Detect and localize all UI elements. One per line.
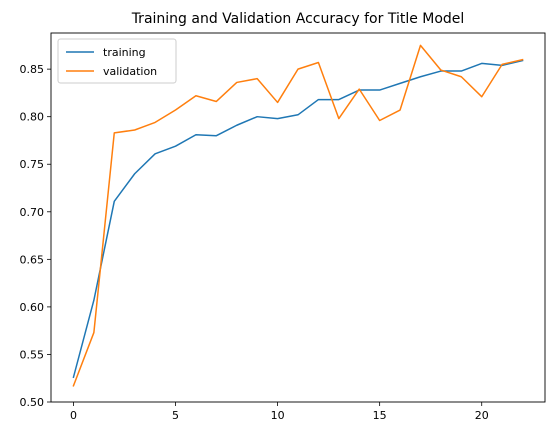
chart-legend: training validation [57,38,177,84]
y-tick-label: 0.70 [20,206,45,219]
chart-title: Training and Validation Accuracy for Tit… [131,11,465,27]
y-tick-label: 0.55 [20,348,45,361]
y-tick-label: 0.75 [20,158,45,171]
series-lines [72,44,524,387]
legend-box [57,38,177,84]
plot-frame [50,32,546,403]
y-tick-label: 0.65 [20,253,45,266]
x-tick-label: 5 [172,409,179,422]
x-tick-label: 15 [373,409,387,422]
x-tick-label: 10 [271,409,285,422]
legend-label-validation: validation [103,65,157,78]
series-line-validation [72,44,524,387]
y-tick-label: 0.80 [20,111,45,124]
x-tick-label: 20 [475,409,489,422]
y-tick-label: 0.60 [20,301,45,314]
x-tick-label: 0 [70,409,77,422]
series-line-training [72,59,524,379]
plot-axes: 0 5 10 15 20 0.50 0.55 0.60 0.65 0.70 0.75 0.80 0.85 [20,32,546,422]
y-tick-label: 0.50 [20,396,45,409]
legend-label-training: training [103,46,146,59]
y-tick-label: 0.85 [20,63,45,76]
